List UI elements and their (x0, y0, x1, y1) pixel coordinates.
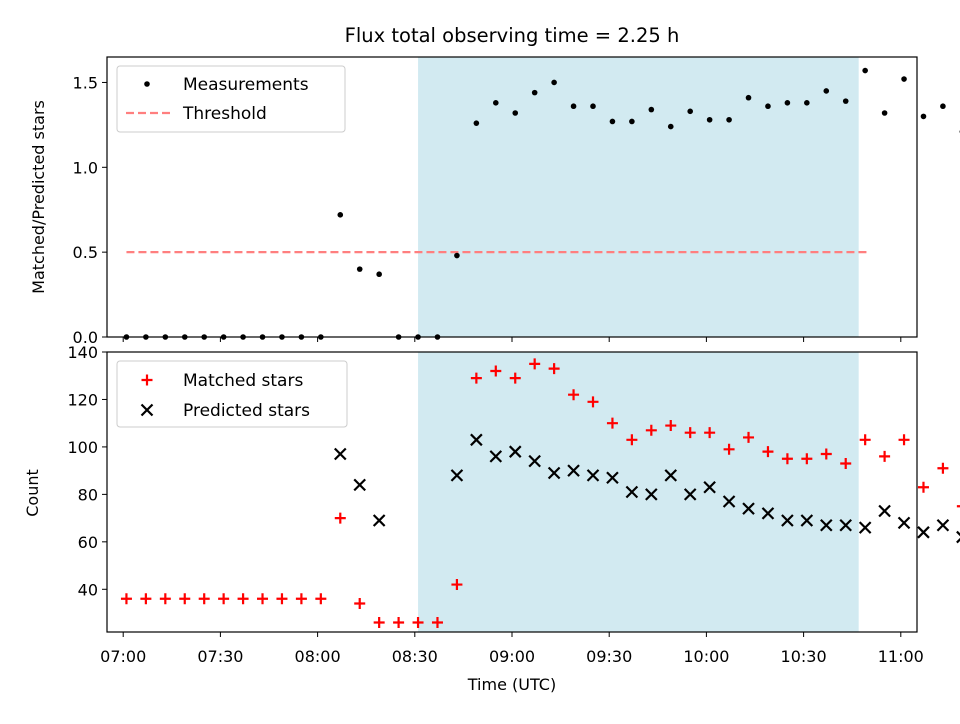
matched-star-point (238, 593, 249, 604)
x-tick-label: 08:00 (295, 647, 341, 666)
measurement-point (474, 120, 480, 126)
measurement-point (571, 103, 577, 109)
x-axis-label: Time (UTC) (467, 675, 556, 694)
y-tick-label: 40 (78, 580, 98, 599)
measurement-point (843, 98, 849, 104)
measurement-point (590, 103, 596, 109)
bottom-y-axis-label: Count (23, 469, 42, 517)
predicted-star-point (374, 515, 385, 526)
observing-window-shade (418, 352, 859, 632)
matched-star-point (199, 593, 210, 604)
y-tick-label: 100 (67, 438, 98, 457)
predicted-star-point (899, 517, 910, 528)
y-tick-label: 60 (78, 533, 98, 552)
measurement-point (765, 103, 771, 109)
measurement-point (823, 88, 829, 94)
measurement-point (804, 100, 810, 106)
predicted-star-point (335, 449, 346, 460)
legend-measurements-marker (144, 81, 150, 87)
legend-threshold-label: Threshold (182, 104, 267, 124)
legend-predicted-label: Predicted stars (183, 401, 310, 421)
measurement-point (512, 110, 518, 116)
measurement-point (551, 80, 557, 86)
y-tick-label: 120 (67, 390, 98, 409)
legend-matched-label: Matched stars (183, 371, 303, 391)
x-tick-label: 09:30 (586, 647, 632, 666)
measurement-point (921, 114, 927, 120)
matched-star-point (335, 513, 346, 524)
predicted-star-point (937, 520, 948, 531)
predicted-star-point (918, 527, 929, 538)
x-tick-label: 07:30 (197, 647, 243, 666)
matched-star-point (393, 617, 404, 628)
matched-star-point (121, 593, 132, 604)
top-legend: Measurements Threshold (117, 66, 345, 132)
measurement-point (532, 90, 538, 96)
matched-star-point (374, 617, 385, 628)
predicted-star-point (860, 522, 871, 533)
measurement-point (337, 212, 343, 218)
bottom-legend: Matched stars Predicted stars (117, 361, 347, 427)
measurement-point (687, 109, 693, 115)
matched-star-point (860, 434, 871, 445)
top-y-axis-label: Matched/Predicted stars (29, 100, 48, 294)
matched-star-point (296, 593, 307, 604)
x-tick-label: 09:00 (489, 647, 535, 666)
measurement-point (785, 100, 791, 106)
matched-star-point (257, 593, 268, 604)
measurement-point (668, 124, 674, 130)
measurement-point (882, 110, 888, 116)
x-tick-label: 11:00 (878, 647, 924, 666)
measurement-point (493, 100, 499, 106)
measurement-point (610, 119, 616, 125)
matched-star-point (937, 463, 948, 474)
measurement-point (901, 76, 907, 82)
measurement-point (376, 271, 382, 277)
legend-measurements-label: Measurements (183, 75, 309, 95)
predicted-star-point (354, 479, 365, 490)
measurement-point (746, 95, 752, 101)
matched-star-point (140, 593, 151, 604)
measurement-point (726, 117, 732, 123)
measurement-point (940, 103, 946, 109)
x-tick-label: 10:00 (683, 647, 729, 666)
predicted-star-point (879, 505, 890, 516)
matched-star-point (315, 593, 326, 604)
x-tick-label: 07:00 (100, 647, 146, 666)
matched-star-point (918, 482, 929, 493)
matched-star-point (160, 593, 171, 604)
matched-star-point (276, 593, 287, 604)
x-tick-label: 08:30 (392, 647, 438, 666)
measurement-point (649, 107, 655, 113)
measurement-point (707, 117, 713, 123)
y-tick-label: 140 (67, 343, 98, 362)
x-tick-label: 10:30 (781, 647, 827, 666)
matched-star-point (218, 593, 229, 604)
measurement-point (454, 253, 460, 259)
y-tick-label: 1.5 (73, 73, 98, 92)
matched-star-point (899, 434, 910, 445)
matched-star-point (179, 593, 190, 604)
y-tick-label: 0.5 (73, 243, 98, 262)
measurement-point (357, 266, 363, 272)
y-tick-label: 1.0 (73, 158, 98, 177)
matched-star-point (879, 451, 890, 462)
measurement-point (629, 119, 635, 125)
bottom-panel: 40 60 80 100 120 140 07:00 07:30 08:00 08:30 09:00… (67, 343, 960, 666)
observing-window-shade (418, 57, 859, 337)
measurement-point (862, 68, 868, 74)
chart-title: Flux total observing time = 2.25 h (345, 24, 680, 47)
y-tick-label: 80 (78, 485, 98, 504)
matched-star-point (354, 598, 365, 609)
